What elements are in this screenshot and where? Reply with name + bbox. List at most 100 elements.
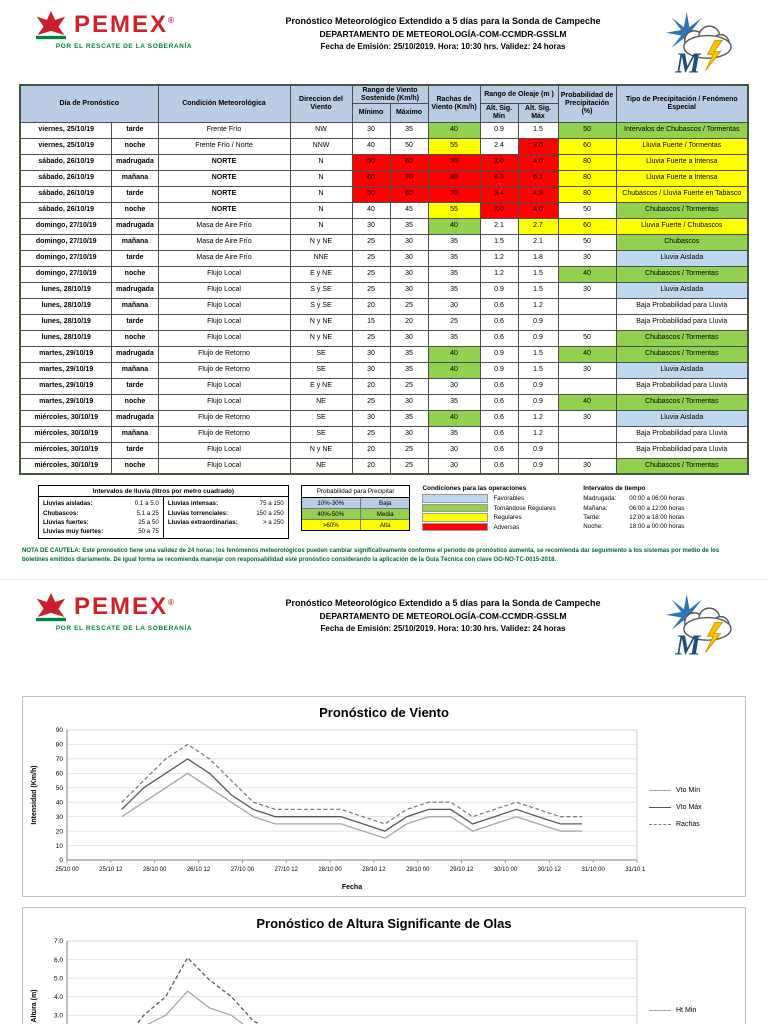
cell-viento-min: 20 [351, 441, 391, 459]
legend-row: Madrugada: 00:00 a 06:00 horas [583, 495, 685, 503]
cell-viento-max: 35 [389, 409, 429, 427]
cell-direccion: N y NE [289, 233, 353, 251]
cell-direccion: NNE [289, 249, 353, 267]
cell-direccion: SE [289, 425, 353, 443]
cell-day: sábado, 26/10/19 [19, 169, 113, 187]
cell-viento-min: 30 [351, 121, 391, 139]
cell-condicion: Flujo Local [157, 457, 291, 475]
cell-direccion: NE [289, 457, 353, 475]
cell-rachas: 70 [427, 153, 481, 171]
cell-condicion: NORTE [157, 201, 291, 219]
cell-probabilidad: 50 [557, 121, 617, 139]
legend-series-label: Vto Máx [676, 804, 702, 812]
cell-oleaje-max: 1.2 [517, 425, 559, 443]
forecast-row: sábado, 26/10/19 tarde NORTE N 50 60 70 3.4 4.9 8… [19, 185, 749, 203]
cell-rachas: 35 [427, 249, 481, 267]
cell-viento-max: 25 [389, 377, 429, 395]
cell-tipo: Lluvia Fuerte / Chubascos [615, 217, 749, 235]
cell-oleaje-min: 0.6 [479, 329, 519, 347]
wind-forecast-chart: Pronóstico de Viento 0 10 20 30 40 50 60 70 80 90… [22, 695, 746, 897]
cell-direccion: E y NE [289, 265, 353, 283]
cell-viento-min: 15 [351, 313, 391, 331]
cell-viento-min: 25 [351, 425, 391, 443]
conditions-legend-row: Adversas [422, 522, 571, 532]
cell-oleaje-min: 3.4 [479, 185, 519, 203]
cell-viento-max: 60 [389, 185, 429, 203]
cell-viento-max: 25 [389, 297, 429, 315]
meteorology-logo-icon: M [665, 12, 732, 78]
cell-direccion: NE [289, 393, 353, 411]
cell-oleaje-min: 0.6 [479, 313, 519, 331]
cell-period: mañana [111, 425, 159, 443]
legend-row: Tarde: 12:00 a 18:00 horas [583, 513, 685, 521]
svg-text:7.0: 7.0 [54, 938, 63, 945]
cell-probabilidad: 60 [557, 217, 617, 235]
forecast-row: domingo, 27/10/19 madrugada Masa de Aire F… [19, 217, 749, 235]
cell-period: mañana [111, 233, 159, 251]
cell-oleaje-min: 1.2 [479, 249, 519, 267]
cell-oleaje-min: 0.6 [479, 425, 519, 443]
legend-series-label: Ht Min [676, 1006, 697, 1014]
cell-day: sábado, 26/10/19 [19, 153, 113, 171]
cell-oleaje-max: 4.9 [517, 185, 559, 203]
cell-probabilidad: 80 [557, 169, 617, 187]
cell-direccion: NW [289, 121, 353, 139]
cell-direccion: S y SE [289, 297, 353, 315]
chart-legend-item: Vto Mín [649, 787, 735, 794]
legend-line-sample [649, 807, 671, 809]
cell-direccion: SE [289, 345, 353, 363]
cell-probabilidad: 30 [557, 409, 617, 427]
document-titles: Pronóstico Meteorológico Extendido a 5 d… [226, 10, 660, 51]
chart-legend-item: Ht Min [649, 1007, 735, 1014]
cell-viento-max: 35 [389, 361, 429, 379]
cell-tipo: Chubascos [615, 233, 749, 251]
svg-text:29/10 00: 29/10 00 [406, 867, 430, 873]
cell-condicion: NORTE [157, 169, 291, 187]
cell-oleaje-min: 2.4 [479, 137, 519, 155]
title-line-3: Fecha de Emisión: 25/10/2019. Hora: 10:3… [320, 623, 566, 633]
document-header: PEMEX® POR EL RESCATE DE LA SOBERANÍA Pr… [0, 0, 768, 80]
legend-row: Lluvias intensas: 75 a 150 [167, 500, 284, 508]
cell-direccion: N [289, 169, 353, 187]
svg-text:28/10 00: 28/10 00 [318, 867, 342, 873]
forecast-table: Día de Pronóstico Condición Meteorológic… [18, 84, 750, 476]
chart-legend-item: Rachas [649, 821, 735, 828]
svg-text:Altura (m): Altura (m) [31, 989, 38, 1022]
svg-text:80: 80 [56, 741, 64, 748]
cell-day: lunes, 28/10/19 [19, 329, 113, 347]
cell-period: noche [111, 329, 159, 347]
cell-day: viernes, 25/10/19 [19, 137, 113, 155]
forecast-table-body: viernes, 25/10/19 tarde Frente Frío NW 30 35 4… [19, 121, 749, 475]
forecast-row: miércoles, 30/10/19 mañana Flujo de Retorn… [19, 425, 749, 443]
cell-day: martes, 29/10/19 [19, 393, 113, 411]
svg-text:M: M [674, 630, 701, 660]
condition-color-swatch [422, 513, 489, 522]
forecast-row: sábado, 26/10/19 noche NORTE N 40 45 55 3.0 4.0 5… [19, 201, 749, 219]
cell-day: domingo, 27/10/19 [19, 265, 113, 283]
cell-tipo: Lluvia Aislada [615, 361, 749, 379]
svg-text:M: M [674, 48, 701, 78]
legend-row: Chubascos: 5.1 a 25 [43, 509, 159, 517]
cell-condicion: Flujo Local [157, 265, 291, 283]
cell-day: lunes, 28/10/19 [19, 313, 113, 331]
caution-note: NOTA DE CAUTELA: Este pronóstico tiene u… [22, 548, 720, 563]
cell-oleaje-max: 1.5 [517, 265, 559, 283]
cell-direccion: SE [289, 361, 353, 379]
cell-tipo: Lluvia Fuerte a Intensa [615, 169, 749, 187]
cell-condicion: Flujo Local [157, 281, 291, 299]
cell-probabilidad [557, 441, 617, 459]
cell-day: miércoles, 30/10/19 [19, 457, 113, 475]
cell-condicion: Masa de Aire Frío [157, 217, 291, 235]
probability-legend-row: >60% Alta [301, 519, 410, 531]
cell-viento-min: 20 [351, 297, 391, 315]
svg-text:0: 0 [59, 857, 63, 864]
cell-oleaje-max: 0.9 [517, 313, 559, 331]
svg-text:26/10 12: 26/10 12 [187, 867, 211, 873]
cell-oleaje-max: 1.8 [517, 249, 559, 267]
cell-probabilidad [557, 377, 617, 395]
page-2: PEMEX® POR EL RESCATE DE LA SOBERANÍA Pr… [0, 582, 768, 1024]
cell-oleaje-max: 0.9 [517, 457, 559, 475]
legend-row: Noche: 18:00 a 00:00 horas [583, 523, 685, 531]
cell-viento-max: 35 [389, 217, 429, 235]
cell-probabilidad [557, 297, 617, 315]
